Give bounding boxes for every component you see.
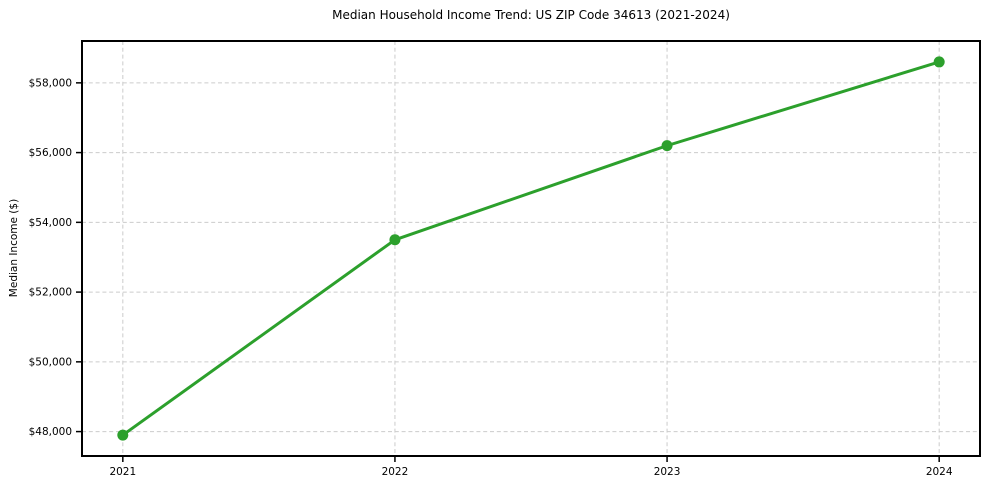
x-tick-label: 2024	[926, 466, 953, 478]
y-tick-label: $56,000	[29, 147, 72, 159]
data-point-2023	[661, 140, 673, 152]
y-tick-label: $52,000	[29, 287, 72, 299]
y-tick-label: $50,000	[29, 356, 72, 368]
data-point-2022	[389, 234, 401, 246]
x-tick-label: 2022	[382, 466, 409, 478]
data-point-2024	[933, 56, 945, 68]
trend-line	[121, 60, 941, 437]
y-tick-label: $58,000	[29, 77, 72, 89]
x-tick-label: 2021	[109, 466, 136, 478]
chart-title: Median Household Income Trend: US ZIP Co…	[332, 8, 730, 22]
plot-border	[81, 40, 981, 457]
data-point-2021	[117, 429, 129, 441]
y-tick-label: $54,000	[29, 217, 72, 229]
x-tick-label: 2023	[654, 466, 681, 478]
y-tick-label: $48,000	[29, 426, 72, 438]
